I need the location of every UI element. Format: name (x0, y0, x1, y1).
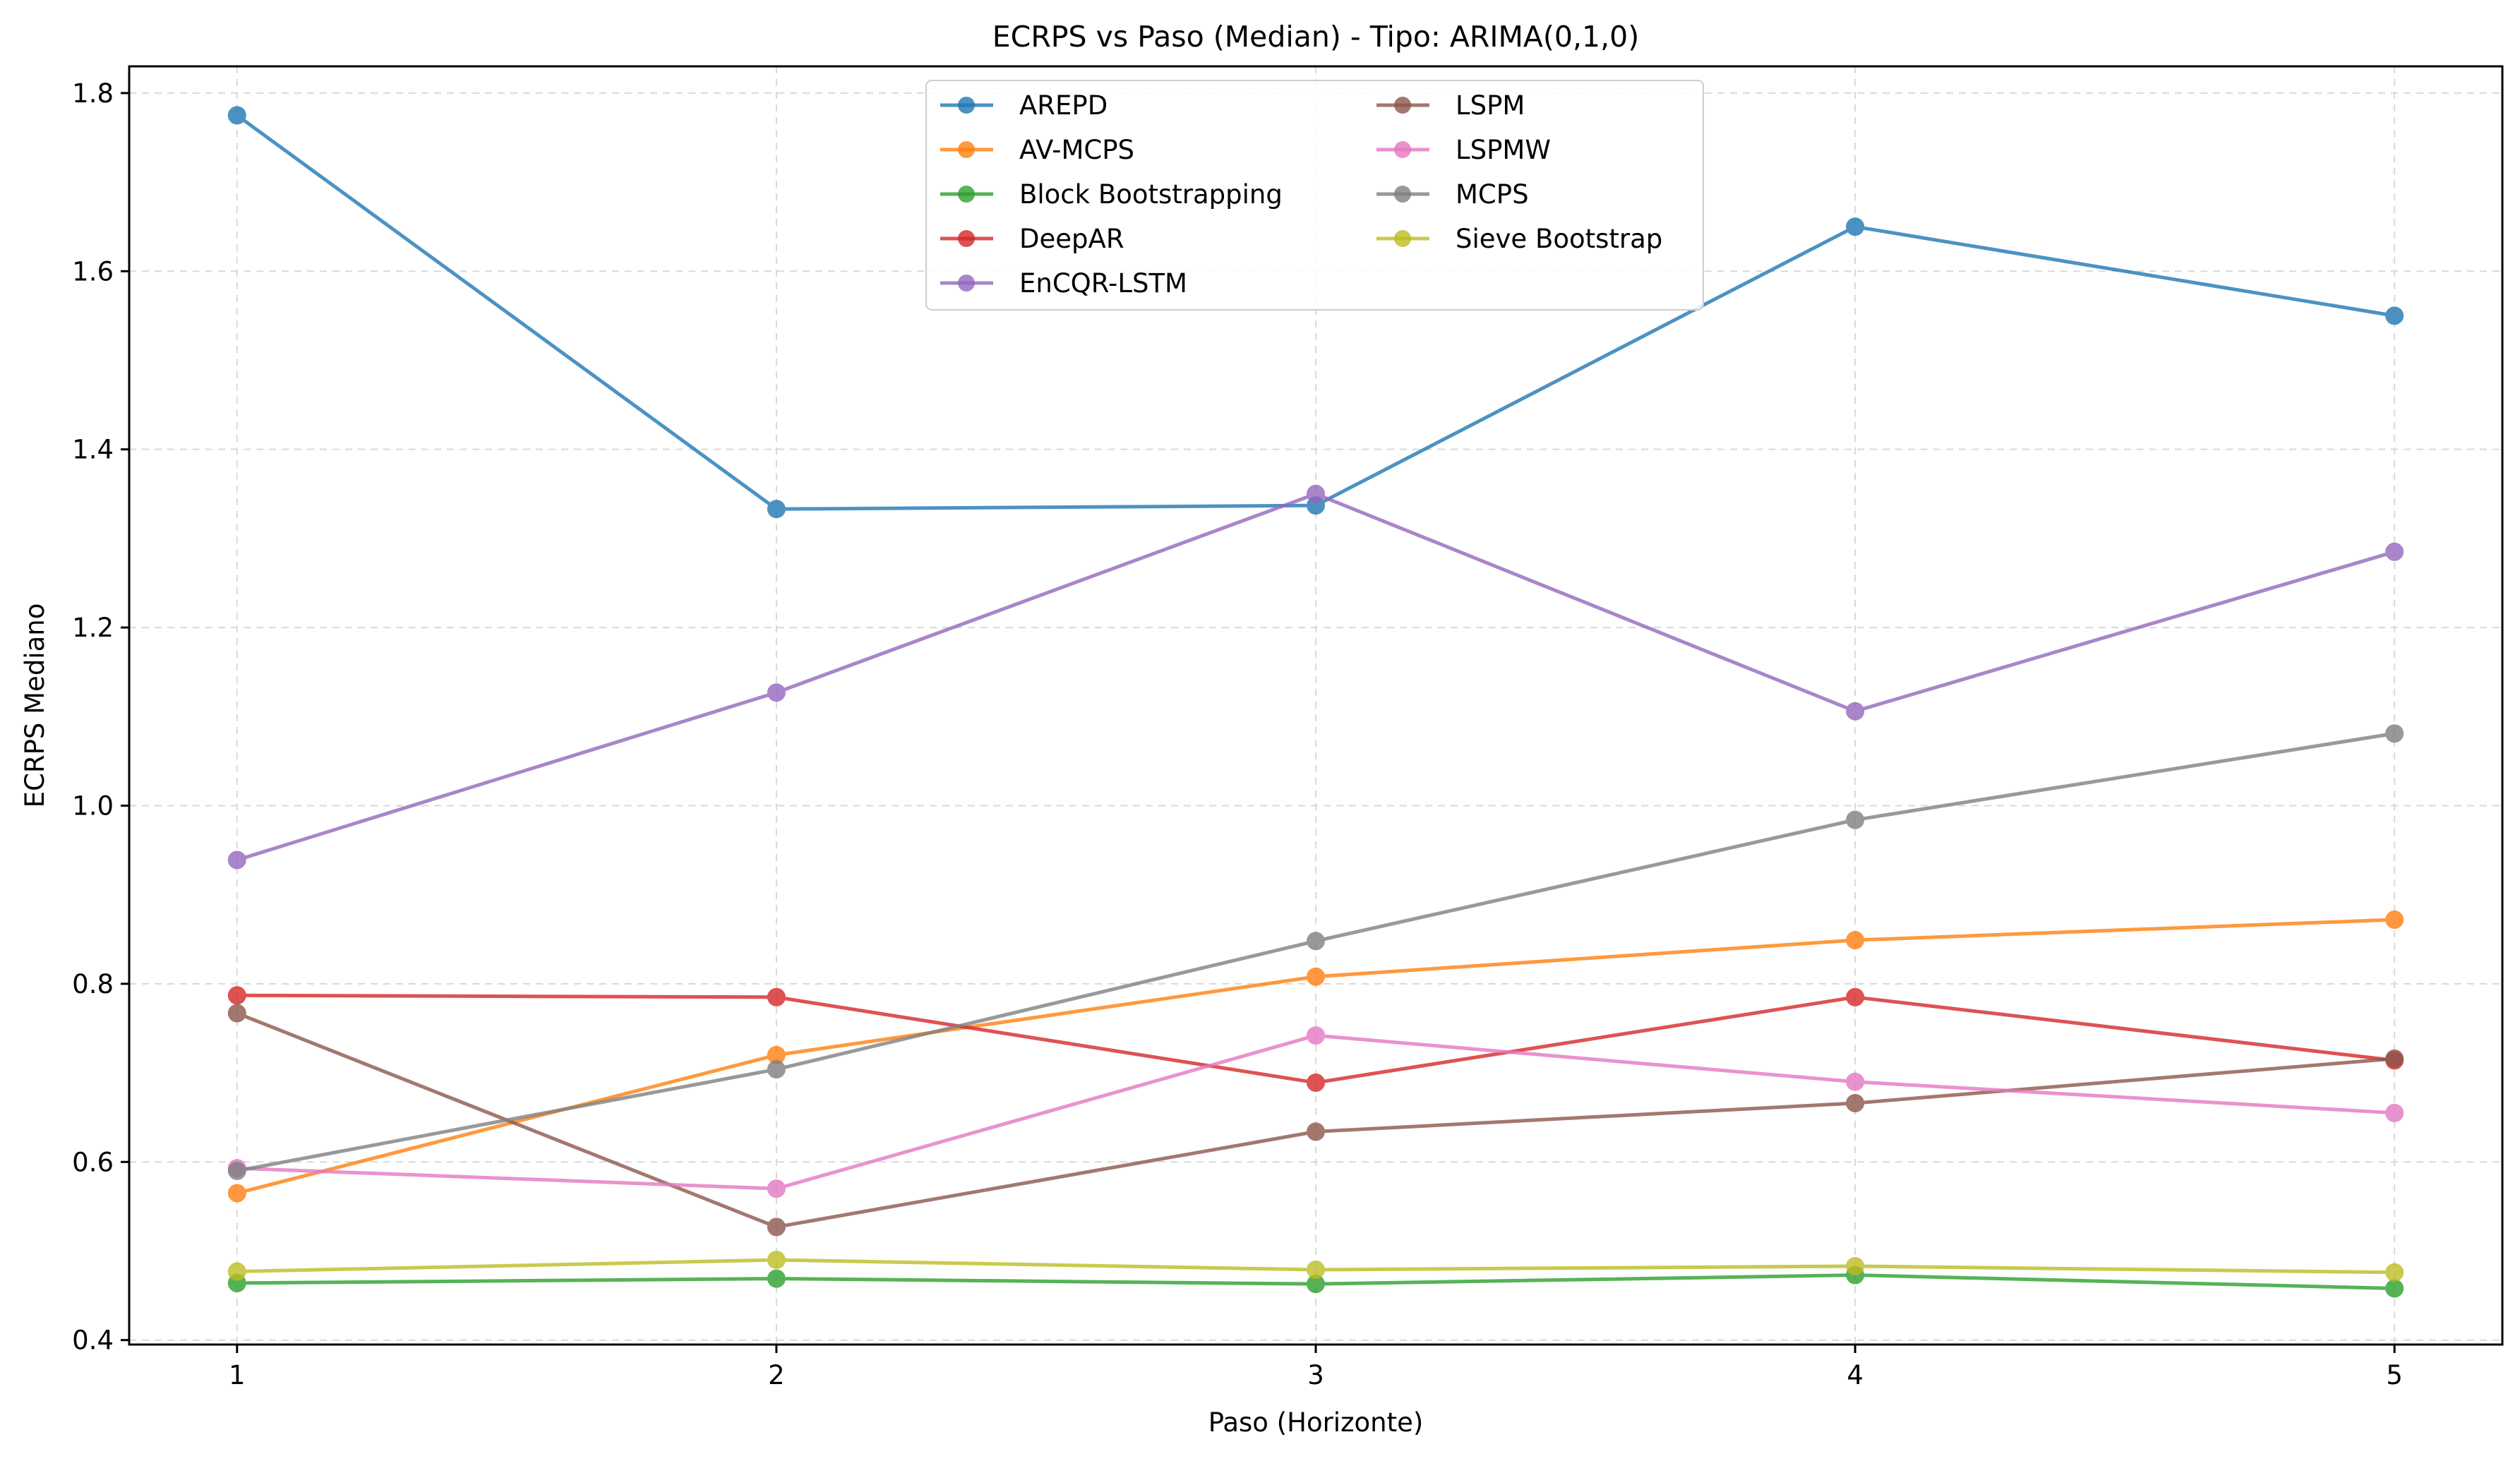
data-point-lspmw (1307, 1026, 1325, 1045)
data-point-deepar (227, 986, 246, 1005)
legend-item-encqr-lstm: EnCQR-LSTM (940, 268, 1187, 299)
data-point-av-mcps (227, 1184, 246, 1203)
y-tick-label: 0.8 (72, 969, 114, 999)
legend-item-deepar: DeepAR (940, 224, 1124, 254)
legend-label-mcps: MCPS (1456, 179, 1529, 210)
data-point-block-bootstrapping (767, 1269, 786, 1288)
legend-marker-block-bootstrapping (958, 186, 975, 203)
y-tick-label: 1.8 (72, 78, 114, 109)
series-sieve-bootstrap (227, 1251, 2404, 1282)
data-point-block-bootstrapping (2385, 1279, 2404, 1298)
legend: AREPD AV-MCPS Block Bootstrapping DeepAR EnC… (925, 80, 1704, 311)
series-encqr-lstm (227, 484, 2404, 870)
series-lspm (227, 1004, 2404, 1237)
data-point-deepar (1846, 987, 1865, 1006)
data-point-mcps (767, 1060, 786, 1079)
series-layer (227, 106, 2404, 1298)
legend-label-deepar: DeepAR (1019, 224, 1124, 254)
data-point-encqr-lstm (1307, 484, 1325, 503)
data-point-deepar (1307, 1073, 1325, 1092)
data-point-deepar (767, 987, 786, 1006)
data-point-lspm (1846, 1093, 1865, 1112)
x-tick-label: 2 (768, 1360, 785, 1390)
data-point-av-mcps (2385, 910, 2404, 930)
x-tick-label: 4 (1847, 1360, 1864, 1390)
data-point-arepd (227, 106, 246, 125)
data-point-av-mcps (1307, 967, 1325, 986)
chart-title: ECRPS vs Paso (Median) - Tipo: ARIMA(0,1… (992, 20, 1639, 54)
y-tick-label: 1.0 (72, 790, 114, 821)
data-point-lspmw (767, 1179, 786, 1198)
data-point-lspmw (2385, 1103, 2404, 1122)
x-tick-label: 1 (229, 1360, 246, 1390)
legend-label-av-mcps: AV-MCPS (1019, 135, 1134, 165)
data-point-sieve-bootstrap (227, 1262, 246, 1281)
data-point-arepd (767, 500, 786, 519)
data-point-arepd (2385, 306, 2404, 325)
data-point-encqr-lstm (1846, 702, 1865, 721)
y-tick-label: 1.2 (72, 613, 114, 643)
series-av-mcps (227, 910, 2404, 1203)
legend-label-block-bootstrapping: Block Bootstrapping (1019, 179, 1283, 210)
data-point-sieve-bootstrap (767, 1251, 786, 1270)
data-point-lspm (2385, 1049, 2404, 1068)
data-point-mcps (1846, 810, 1865, 829)
data-point-encqr-lstm (227, 850, 246, 870)
legend-box (925, 80, 1704, 311)
x-tick-label: 3 (1307, 1360, 1324, 1390)
data-point-encqr-lstm (767, 683, 786, 702)
data-point-mcps (2385, 724, 2404, 743)
legend-marker-arepd (958, 97, 975, 114)
y-axis-label: ECRPS Mediano (20, 603, 50, 808)
data-point-mcps (1307, 932, 1325, 951)
legend-marker-mcps (1394, 186, 1411, 203)
legend-item-sieve-bootstrap: Sieve Bootstrap (1376, 224, 1662, 254)
x-axis-label: Paso (Horizonte) (1208, 1407, 1424, 1438)
x-tick-label: 5 (2386, 1360, 2403, 1390)
data-point-lspm (227, 1004, 246, 1023)
data-point-lspm (1307, 1122, 1325, 1141)
data-point-sieve-bootstrap (1846, 1256, 1865, 1275)
legend-label-lspm: LSPM (1456, 90, 1525, 121)
legend-item-block-bootstrapping: Block Bootstrapping (940, 179, 1283, 210)
y-tick-label: 1.4 (72, 435, 114, 465)
data-point-mcps (227, 1161, 246, 1180)
y-tick-label: 0.6 (72, 1147, 114, 1177)
legend-label-lspmw: LSPMW (1456, 135, 1551, 165)
legend-item-mcps: MCPS (1376, 179, 1529, 210)
legend-marker-av-mcps (958, 141, 975, 158)
legend-item-av-mcps: AV-MCPS (940, 135, 1134, 165)
legend-marker-lspm (1394, 97, 1411, 114)
legend-marker-deepar (958, 230, 975, 247)
axis-ticks: 1 2 3 4 5 0.4 0.6 0.8 1.0 1.2 1.4 1.6 1.8 (72, 78, 2403, 1390)
legend-label-encqr-lstm: EnCQR-LSTM (1019, 268, 1187, 299)
data-point-arepd (1846, 217, 1865, 236)
data-point-sieve-bootstrap (1307, 1260, 1325, 1279)
data-point-sieve-bootstrap (2385, 1263, 2404, 1282)
legend-marker-lspmw (1394, 141, 1411, 158)
data-point-lspmw (1846, 1072, 1865, 1091)
legend-marker-encqr-lstm (958, 275, 975, 291)
data-point-lspm (767, 1218, 786, 1237)
data-point-av-mcps (1846, 931, 1865, 950)
data-point-encqr-lstm (2385, 542, 2404, 561)
y-tick-label: 1.6 (72, 256, 114, 287)
series-mcps (227, 724, 2404, 1180)
series-block-bootstrapping (227, 1265, 2404, 1298)
legend-label-arepd: AREPD (1019, 90, 1108, 121)
legend-item-lspmw: LSPMW (1376, 135, 1551, 165)
legend-item-arepd: AREPD (940, 90, 1108, 121)
y-tick-label: 0.4 (72, 1325, 114, 1356)
legend-label-sieve-bootstrap: Sieve Bootstrap (1456, 224, 1662, 254)
legend-marker-sieve-bootstrap (1394, 230, 1411, 247)
legend-item-lspm: LSPM (1376, 90, 1525, 121)
